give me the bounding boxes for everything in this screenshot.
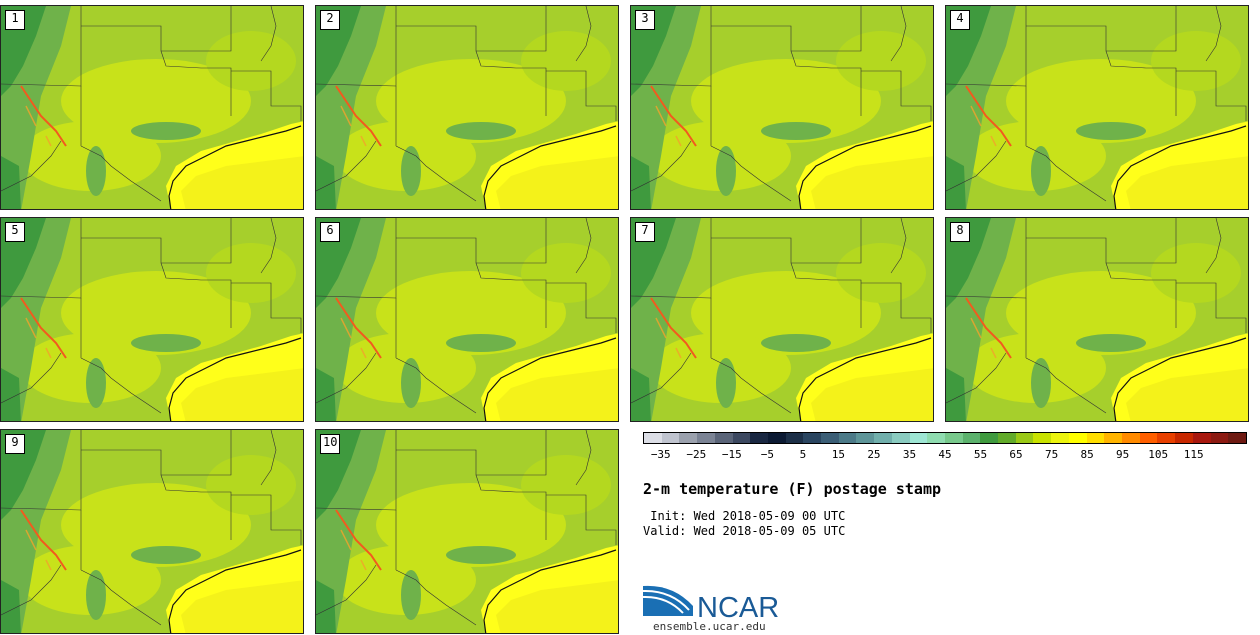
temperature-map (946, 218, 1248, 421)
valid-time: Valid: Wed 2018-05-09 05 UTC (643, 524, 846, 538)
temperature-map (1, 218, 303, 421)
colorbar-swatch (697, 433, 715, 443)
colorbar-swatch (891, 433, 910, 443)
colorbar-tick-label: 35 (902, 448, 917, 461)
colorbar-tick-label: 55 (973, 448, 988, 461)
temperature-map (1, 430, 303, 633)
colorbar-swatch (1104, 433, 1122, 443)
colorbar-swatch (679, 433, 698, 443)
colorbar-swatch (661, 433, 680, 443)
colorbar-swatch (909, 433, 928, 443)
colorbar-swatch (750, 433, 768, 443)
colorbar-swatch (1015, 433, 1034, 443)
colorbar-swatch (767, 433, 786, 443)
temperature-colorbar (643, 432, 1247, 444)
temperature-map (316, 430, 618, 633)
temperature-map (316, 6, 618, 209)
member-label: 5 (5, 222, 25, 242)
colorbar-swatch (1210, 433, 1229, 443)
ensemble-member-panel-5: 5 (0, 217, 304, 422)
ensemble-member-panel-7: 7 (630, 217, 934, 422)
colorbar-swatch (803, 433, 822, 443)
temperature-map (631, 6, 933, 209)
member-label: 4 (950, 10, 970, 30)
colorbar-tick-label: 25 (867, 448, 881, 461)
colorbar-tick-label: 115 (1183, 448, 1204, 461)
member-label: 6 (320, 222, 340, 242)
colorbar-tick-label: 85 (1080, 448, 1094, 461)
colorbar-swatch (962, 433, 981, 443)
colorbar-tick-label: 5 (799, 448, 807, 461)
ensemble-member-panel-8: 8 (945, 217, 1249, 422)
plot-title: 2-m temperature (F) postage stamp (643, 480, 942, 498)
ncar-logo: NCAR (643, 585, 779, 624)
colorbar-swatch (1157, 433, 1176, 443)
colorbar-tick-label: −5 (760, 448, 774, 461)
member-label: 8 (950, 222, 970, 242)
ensemble-member-panel-2: 2 (315, 5, 619, 210)
temperature-map (946, 6, 1248, 209)
colorbar-swatch (980, 433, 999, 443)
member-label: 3 (635, 10, 655, 30)
colorbar-tick-label: 75 (1044, 448, 1059, 461)
colorbar-swatch (1192, 433, 1211, 443)
ensemble-member-panel-10: 10 (315, 429, 619, 634)
colorbar-swatch (856, 433, 875, 443)
colorbar-tick-label: 65 (1009, 448, 1023, 461)
member-label: 2 (320, 10, 340, 30)
colorbar-swatch (1086, 433, 1105, 443)
colorbar-swatch (838, 433, 857, 443)
ensemble-member-panel-4: 4 (945, 5, 1249, 210)
colorbar-swatch (714, 433, 733, 443)
colorbar-tick-label: 45 (938, 448, 952, 461)
colorbar-swatch (1228, 433, 1246, 443)
colorbar-swatch (998, 433, 1016, 443)
member-label: 9 (5, 434, 25, 454)
member-label: 7 (635, 222, 655, 242)
ensemble-member-panel-1: 1 (0, 5, 304, 210)
colorbar-swatch (1051, 433, 1069, 443)
temperature-map (316, 218, 618, 421)
colorbar-tick-label: −15 (721, 448, 742, 461)
ensemble-member-panel-6: 6 (315, 217, 619, 422)
colorbar-tick-label: 105 (1148, 448, 1169, 461)
ensemble-member-panel-3: 3 (630, 5, 934, 210)
colorbar-swatch (1033, 433, 1052, 443)
colorbar-swatch (927, 433, 945, 443)
colorbar-swatch (644, 433, 662, 443)
colorbar-swatch (785, 433, 804, 443)
colorbar-swatch (732, 433, 751, 443)
init-time: Init: Wed 2018-05-09 00 UTC (643, 509, 846, 523)
colorbar-swatch (1139, 433, 1158, 443)
temperature-map (1, 6, 303, 209)
member-label: 1 (5, 10, 25, 30)
colorbar-swatch (1121, 433, 1140, 443)
website-url: ensemble.ucar.edu (653, 620, 766, 633)
colorbar-swatch (944, 433, 963, 443)
ensemble-member-panel-9: 9 (0, 429, 304, 634)
colorbar-tick-labels: −35 −25 −15 −5 5 15 25 35 45 55 65 75 85 95 105 115 (643, 448, 1247, 464)
member-label: 10 (320, 434, 341, 454)
colorbar-swatch (1175, 433, 1193, 443)
colorbar-tick-label: 15 (831, 448, 846, 461)
colorbar-tick-label: −35 (650, 448, 671, 461)
temperature-map (631, 218, 933, 421)
ncar-logo-text: NCAR (697, 592, 779, 624)
colorbar-swatch (821, 433, 839, 443)
colorbar-tick-label: −25 (686, 448, 707, 461)
colorbar-swatch (1068, 433, 1087, 443)
colorbar-tick-label: 95 (1116, 448, 1130, 461)
colorbar-swatch (874, 433, 892, 443)
